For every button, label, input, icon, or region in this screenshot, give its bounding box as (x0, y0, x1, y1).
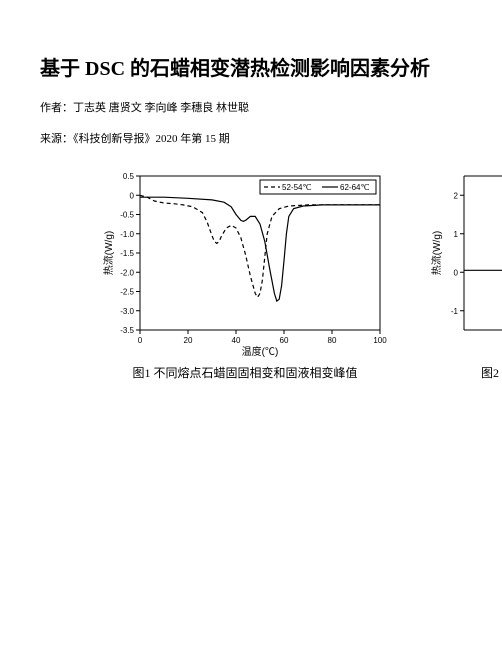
svg-text:20: 20 (184, 336, 193, 345)
svg-text:-1.5: -1.5 (120, 249, 134, 258)
svg-text:0: 0 (454, 268, 459, 277)
svg-text:1: 1 (454, 230, 459, 239)
svg-text:40: 40 (232, 336, 241, 345)
svg-text:-1.0: -1.0 (120, 230, 134, 239)
svg-text:60: 60 (280, 336, 289, 345)
svg-text:0: 0 (138, 336, 143, 345)
svg-text:2: 2 (454, 191, 459, 200)
svg-text:0.5: 0.5 (123, 172, 135, 181)
svg-text:-0.5: -0.5 (120, 210, 134, 219)
svg-text:-2.5: -2.5 (120, 287, 134, 296)
svg-text:温度(℃): 温度(℃) (242, 345, 279, 358)
svg-text:62-64℃: 62-64℃ (340, 183, 369, 192)
authors-line: 作者：丁志英 唐贤文 李向峰 李穗良 林世聪 (40, 98, 462, 119)
svg-text:52-54℃: 52-54℃ (282, 183, 311, 192)
svg-text:热流(W/g): 热流(W/g) (102, 231, 115, 275)
svg-text:-1: -1 (451, 307, 459, 316)
source-line: 来源：《科技创新导报》2020 年第 15 期 (40, 129, 462, 150)
svg-text:100: 100 (373, 336, 387, 345)
svg-text:80: 80 (328, 336, 337, 345)
figure-1: -3.5 -3.0 -2.5 -2.0 -1.5 -1.0 -0.5 0 0.5 0 20 40 60 8… (100, 168, 390, 381)
figures-row: -3.5-3.0-2.5-2.0-1.5-1.0-0.500.502040608… (40, 168, 462, 381)
page-title: 基于 DSC 的石蜡相变潜热检测影响因素分析 (40, 50, 462, 88)
figure-2: -1 0 1 2 热流(W/g) 图2 (430, 168, 502, 381)
svg-text:热流(W/g): 热流(W/g) (430, 231, 443, 275)
svg-text:-3.5: -3.5 (120, 326, 134, 335)
svg-text:-2.0: -2.0 (120, 268, 134, 277)
figure-1-caption: 图1 不同熔点石蜡固固相变和固液相变峰值 (132, 364, 357, 381)
figure-2-caption: 图2 (481, 364, 499, 381)
chart-1-svg: -3.5 -3.0 -2.5 -2.0 -1.5 -1.0 -0.5 0 0.5 0 20 40 60 8… (100, 168, 390, 358)
svg-text:-3.0: -3.0 (120, 307, 134, 316)
chart-2-svg: -1 0 1 2 热流(W/g) (430, 168, 502, 358)
svg-text:0: 0 (130, 191, 135, 200)
